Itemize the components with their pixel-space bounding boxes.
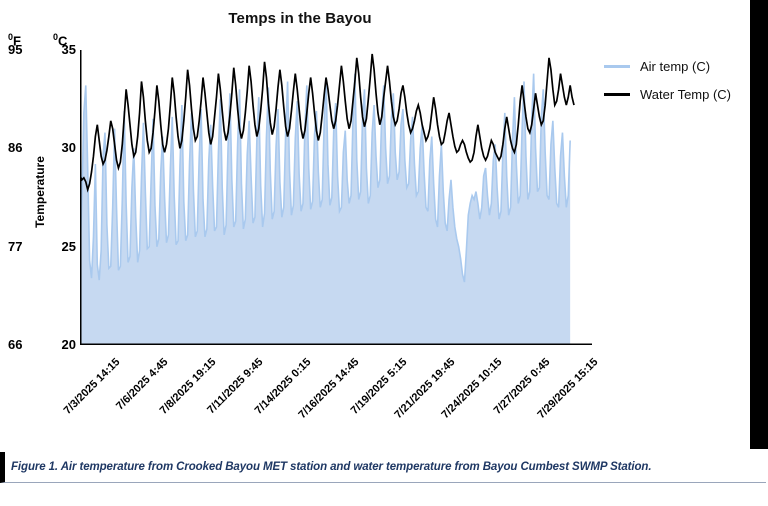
- legend-swatch-air-temp: [604, 64, 630, 68]
- fahrenheit-tick-label: 86: [8, 140, 23, 156]
- celsius-tick-label: 25: [61, 238, 76, 254]
- x-axis-tick-label: 7/11/2025 9:45: [205, 356, 266, 417]
- fahrenheit-tick-label: 66: [8, 337, 23, 352]
- water-temp-line: [80, 53, 575, 193]
- right-edge-band: [750, 0, 768, 449]
- celsius-tick-label: 30: [61, 140, 76, 156]
- fahrenheit-tick-label: 77: [8, 238, 23, 254]
- celsius-tick-label: 20: [61, 337, 76, 352]
- figure-caption: Figure 1. Air temperature from Crooked B…: [0, 452, 766, 483]
- chart-svg: [80, 50, 592, 345]
- legend-item-water-temp[interactable]: Water Temp (C): [604, 80, 754, 108]
- x-axis-tick-label: 7/19/2025 5:15: [348, 356, 410, 417]
- celsius-unit-header: 0C: [53, 32, 68, 49]
- air-temp-area: [80, 73, 571, 345]
- legend-item-air-temp[interactable]: Air temp (C): [604, 52, 754, 80]
- x-axis-tick-label: 7/24/2025 10:15: [439, 356, 505, 422]
- figure-container: Temps in the Bayou 0F 0C Temperature 66 7…: [8, 10, 732, 422]
- legend-swatch-water-temp: [604, 92, 630, 96]
- chart-title: Temps in the Bayou: [228, 10, 372, 27]
- x-axis-tick-label: 7/3/2025 14:15: [61, 356, 123, 417]
- x-axis-tick-label: 7/16/2025 14:45: [296, 356, 362, 422]
- legend-label-air-temp: Air temp (C): [640, 58, 711, 74]
- chart-legend: Air temp (C) Water Temp (C): [604, 52, 754, 108]
- y-axis-label: Temperature: [33, 156, 47, 228]
- x-axis-tick-label: 7/6/2025 4:45: [113, 356, 171, 413]
- legend-label-water-temp: Water Temp (C): [640, 86, 732, 102]
- celsius-tick-label: 35: [61, 42, 76, 57]
- x-axis-tick-label: 7/27/2025 0:45: [491, 356, 553, 417]
- figure-caption-text: Figure 1. Air temperature from Crooked B…: [11, 461, 652, 473]
- air-temp-line: [80, 73, 571, 283]
- plot-area: [80, 50, 592, 345]
- fahrenheit-unit-header: 0F: [8, 32, 21, 49]
- x-axis-tick-label: 7/21/2025 19:45: [391, 356, 458, 422]
- x-axis-tick-label: 7/8/2025 19:15: [157, 356, 219, 417]
- x-axis-tick-label: 7/14/2025 0:15: [252, 356, 314, 417]
- x-axis-tick-label: 7/29/2025 15:15: [535, 356, 601, 422]
- fahrenheit-tick-label: 95: [8, 42, 23, 57]
